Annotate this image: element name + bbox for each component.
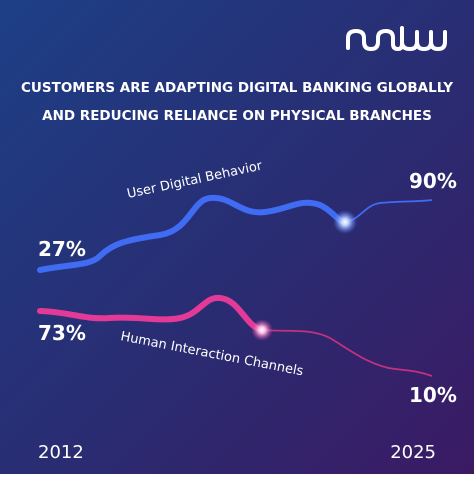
year-label: 2025 bbox=[390, 442, 436, 463]
end-value: 90% bbox=[409, 169, 457, 193]
human-curve bbox=[37, 294, 265, 333]
title-line: CUSTOMERS ARE ADAPTING DIGITAL BANKING G… bbox=[21, 80, 453, 96]
title-line: AND REDUCING RELIANCE ON PHYSICAL BRANCH… bbox=[42, 108, 432, 124]
start-value: 27% bbox=[38, 237, 86, 261]
start-value: 73% bbox=[38, 321, 86, 345]
glow-dot bbox=[333, 210, 357, 234]
year-label: 2012 bbox=[38, 442, 84, 463]
end-value: 10% bbox=[409, 383, 457, 407]
human-curve-tail bbox=[261, 329, 433, 377]
logo bbox=[346, 26, 447, 52]
glow-dot bbox=[251, 319, 273, 341]
digital-curve bbox=[37, 194, 348, 273]
